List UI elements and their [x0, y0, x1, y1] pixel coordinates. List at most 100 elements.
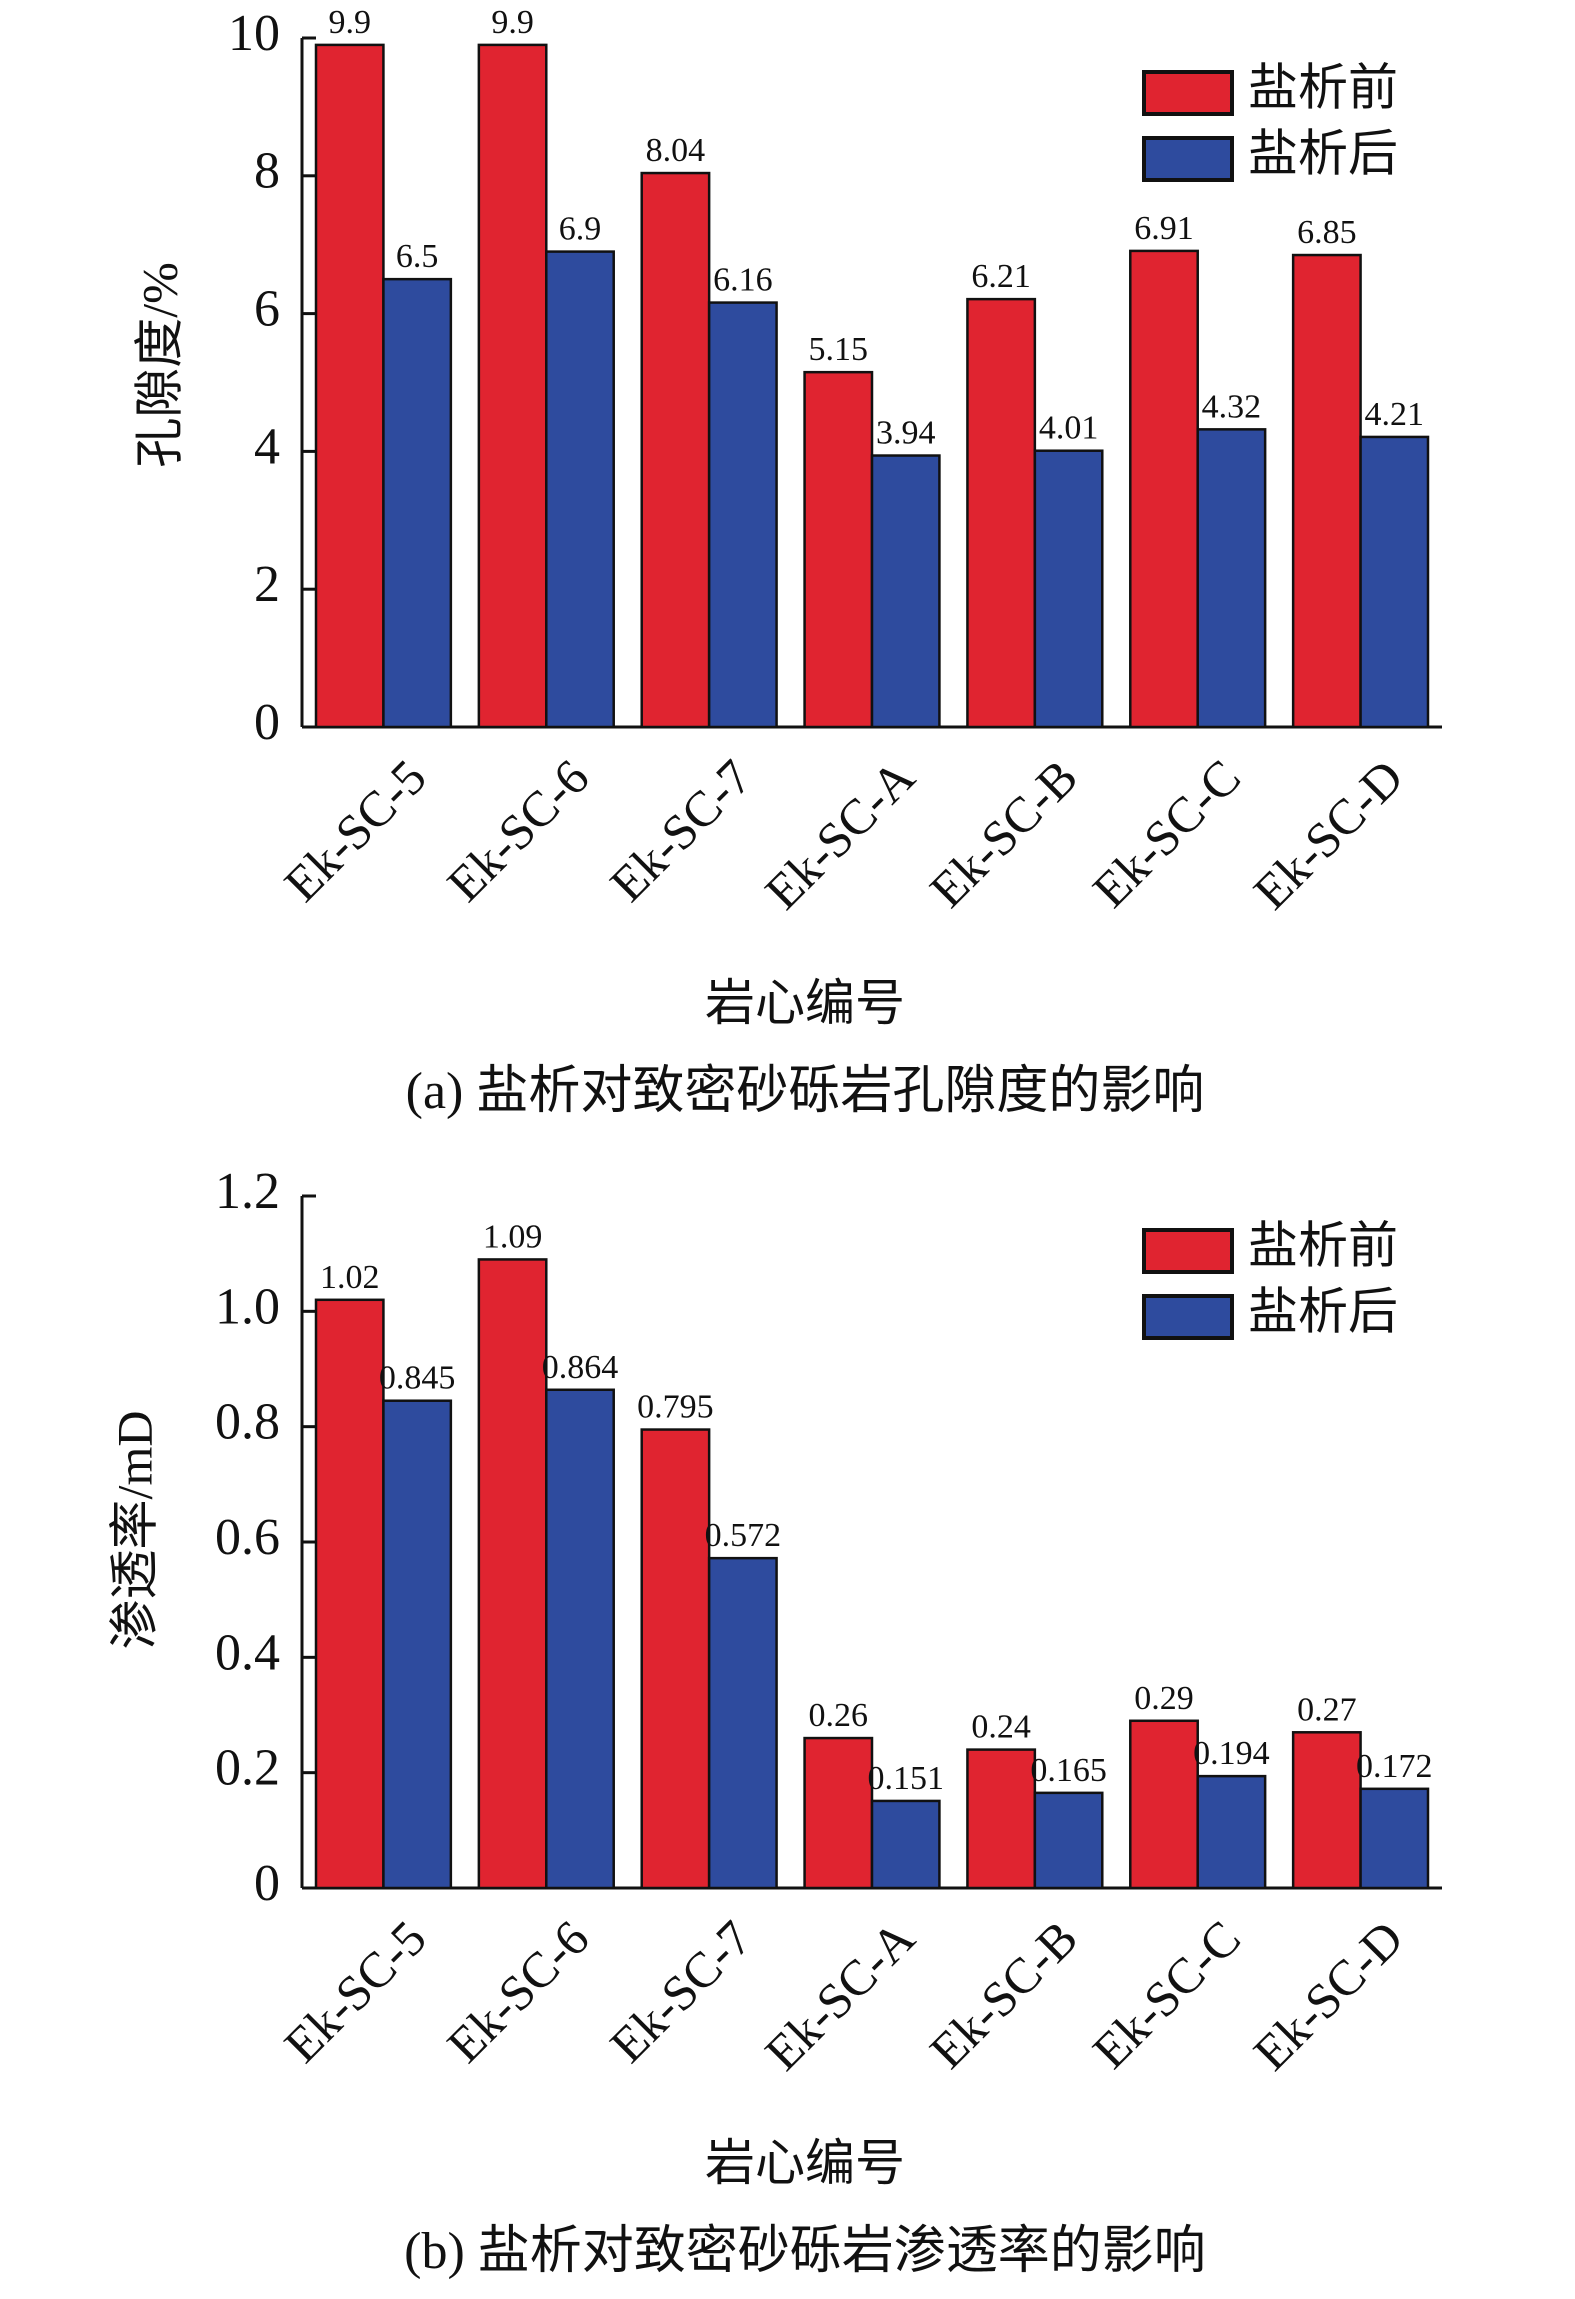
bar-before	[803, 1736, 874, 1890]
bar-before	[477, 1258, 548, 1890]
data-label: 0.194	[1193, 1735, 1270, 1772]
bar-after	[870, 454, 941, 729]
data-label: 3.94	[876, 415, 936, 452]
bar-before	[640, 171, 711, 729]
y-tick-label: 1.2	[215, 1163, 280, 1220]
bar-before	[477, 43, 548, 729]
bar-after	[545, 250, 615, 729]
y-tick-label: 2	[254, 556, 280, 613]
bar-after	[870, 1799, 941, 1890]
y-tick-label: 10	[228, 5, 280, 62]
data-label: 0.172	[1356, 1748, 1433, 1785]
bar-after	[1196, 1774, 1267, 1890]
y-tick-label: 0	[254, 1855, 280, 1912]
y-tick-label: 8	[254, 143, 280, 200]
bar-before	[314, 1298, 385, 1890]
y-tick-label: 4	[254, 418, 280, 475]
data-label: 4.21	[1365, 396, 1425, 433]
chart-0-xlabel: 岩心编号	[705, 975, 905, 1031]
y-tick-label: 0.8	[215, 1394, 280, 1451]
data-label: 6.16	[713, 262, 773, 299]
data-label: 0.795	[637, 1389, 714, 1426]
category-label: Ek-SC-6	[436, 1910, 599, 2073]
legend-swatch-before	[1142, 1228, 1234, 1274]
bar-after	[382, 1399, 453, 1890]
bar-after	[707, 1556, 778, 1890]
category-label: Ek-SC-5	[273, 749, 436, 912]
bar-after	[1033, 449, 1104, 729]
bar-before	[1291, 1731, 1362, 1890]
data-label: 5.15	[809, 331, 869, 368]
bar-after	[1359, 1787, 1430, 1890]
chart-1-caption: (b) 盐析对致密砂砾岩渗透率的影响	[404, 2223, 1206, 2280]
y-tick-label: 0	[254, 694, 280, 751]
y-tick-label: 0.4	[215, 1624, 280, 1681]
data-label: 6.9	[559, 211, 602, 248]
category-label: Ek-SC-B	[919, 749, 1088, 918]
bar-after	[382, 277, 453, 729]
data-label: 9.9	[491, 4, 534, 41]
bar-after	[1033, 1791, 1104, 1890]
legend-swatch-after	[1142, 1294, 1234, 1340]
data-label: 1.09	[483, 1218, 543, 1255]
bar-before	[803, 370, 874, 729]
chart-0-ylabel: 孔隙度/%	[131, 262, 187, 468]
category-label: Ek-SC-5	[273, 1910, 436, 2073]
data-label: 6.85	[1297, 214, 1357, 251]
data-label: 4.32	[1202, 388, 1262, 425]
legend-label: 盐析前	[1248, 1217, 1398, 1273]
category-label: Ek-SC-C	[1082, 1910, 1251, 2079]
legend-swatch-after	[1142, 136, 1234, 182]
y-tick-label: 6	[254, 281, 280, 338]
data-label: 0.845	[379, 1360, 456, 1397]
chart-1-ylabel: 渗透率/mD	[106, 1411, 162, 1650]
data-label: 0.151	[867, 1760, 944, 1797]
data-label: 1.02	[320, 1259, 380, 1296]
data-label: 0.24	[971, 1709, 1031, 1746]
bar-after	[707, 301, 778, 729]
chart-0-caption: (a) 盐析对致密砂砾岩孔隙度的影响	[406, 1063, 1205, 1120]
category-label: Ek-SC-6	[436, 749, 599, 912]
bar-before	[966, 297, 1037, 729]
data-label: 4.01	[1039, 410, 1099, 447]
legend-label: 盐析后	[1248, 1283, 1398, 1339]
legend-label: 盐析后	[1248, 125, 1398, 181]
category-label: Ek-SC-D	[1243, 1910, 1414, 2081]
category-label: Ek-SC-D	[1243, 749, 1414, 920]
data-label: 0.165	[1030, 1752, 1107, 1789]
category-label: Ek-SC-B	[919, 1910, 1088, 2079]
chart-1-xlabel: 岩心编号	[705, 2135, 905, 2191]
permeability-chart: 渗透率/mD 岩心编号 (b) 盐析对致密砂砾岩渗透率的影响 0 0.2 0.4 0.…	[106, 1163, 1442, 2280]
category-label: Ek-SC-C	[1082, 749, 1251, 918]
data-label: 0.572	[705, 1517, 782, 1554]
data-label: 0.864	[542, 1349, 619, 1386]
bar-before	[966, 1748, 1037, 1890]
category-label: Ek-SC-7	[599, 1910, 762, 2073]
category-label: Ek-SC-A	[754, 749, 925, 920]
bar-before	[1129, 249, 1199, 729]
data-label: 8.04	[646, 132, 706, 169]
data-label: 0.27	[1297, 1691, 1357, 1728]
category-label: Ek-SC-7	[599, 749, 762, 912]
porosity-chart: 孔隙度/% 岩心编号 (a) 盐析对致密砂砾岩孔隙度的影响 0 2 4 6 8 10 9.9…	[131, 4, 1442, 1120]
bar-before	[640, 1428, 711, 1890]
y-tick-label: 1.0	[215, 1278, 280, 1335]
data-label: 9.9	[328, 4, 371, 41]
data-label: 0.29	[1134, 1680, 1194, 1717]
bar-after	[1359, 435, 1430, 729]
data-label: 6.21	[971, 258, 1031, 295]
y-tick-label: 0.2	[215, 1740, 280, 1797]
legend-label: 盐析前	[1248, 59, 1398, 115]
bar-before	[314, 43, 385, 729]
data-label: 6.91	[1134, 210, 1194, 247]
data-label: 6.5	[396, 238, 439, 275]
bar-after	[1196, 428, 1267, 729]
y-tick-label: 0.6	[215, 1509, 280, 1566]
data-label: 0.26	[809, 1697, 869, 1734]
legend-swatch-before	[1142, 70, 1234, 116]
bar-before	[1129, 1719, 1199, 1890]
bar-before	[1291, 253, 1362, 729]
bar-after	[545, 1388, 615, 1890]
category-label: Ek-SC-A	[754, 1910, 925, 2081]
